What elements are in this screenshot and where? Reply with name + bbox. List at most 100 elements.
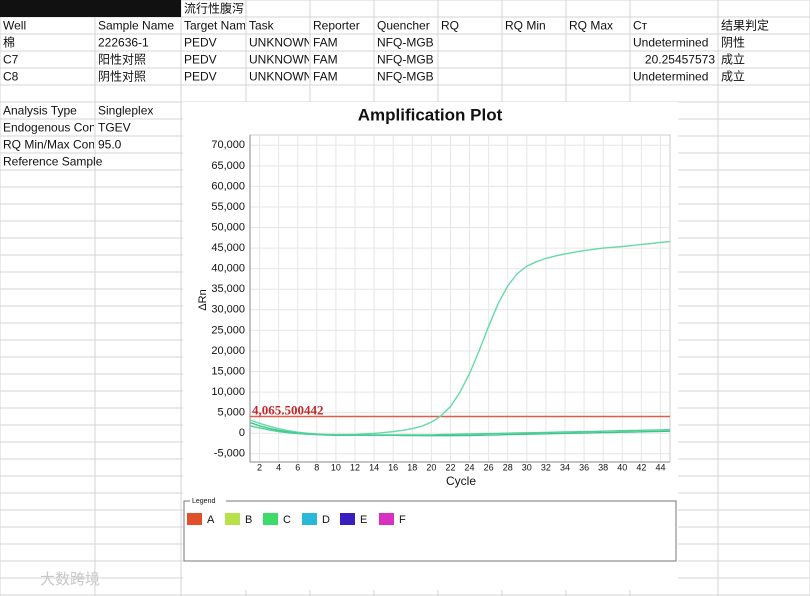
y-tick-label: 40,000 (211, 263, 245, 275)
y-tick-label: 0 (239, 427, 245, 439)
y-tick-label: 20,000 (211, 345, 245, 357)
legend-label: C (283, 514, 291, 526)
watermark: 大数跨境 (40, 570, 100, 588)
plot-frame (249, 134, 671, 463)
series-line (249, 425, 671, 436)
y-tick-label: 50,000 (211, 221, 245, 233)
cell: Cт (633, 19, 648, 33)
cell: 95.0 (98, 138, 122, 152)
cell: UNKNOWN (249, 36, 312, 50)
cell: Sample Name (98, 19, 174, 33)
chart-title: Amplification Plot (358, 105, 503, 124)
legend-title: Legend (192, 498, 215, 505)
legend-swatch (302, 513, 317, 525)
x-tick-label: 18 (407, 462, 417, 472)
x-tick-label: 34 (560, 462, 570, 472)
y-tick-label: 65,000 (211, 160, 245, 172)
cell: Well (3, 19, 26, 33)
cell: 阴性对照 (98, 70, 146, 84)
legend-label: B (245, 514, 252, 526)
cell: Target Name (184, 19, 253, 33)
cell: 成立 (721, 69, 745, 84)
x-tick-label: 24 (465, 462, 475, 472)
cell: 流行性腹泻 (184, 2, 244, 16)
x-tick-label: 12 (350, 462, 360, 472)
cell: 成立 (721, 52, 745, 67)
legend-swatch (263, 513, 278, 525)
x-tick-label: 40 (617, 462, 627, 472)
cell: C8 (3, 70, 19, 84)
y-tick-label: 15,000 (211, 365, 245, 377)
legend-box (183, 500, 677, 562)
legend-title-bg (190, 495, 226, 505)
y-tick-label: 30,000 (211, 304, 245, 316)
cell: PEDV (184, 36, 217, 50)
cell: RQ Max (569, 19, 613, 33)
legend-label: E (360, 514, 367, 526)
cell: Undetermined (633, 70, 708, 84)
legend-label: A (207, 514, 215, 526)
x-tick-label: 10 (331, 462, 341, 472)
y-tick-label: 45,000 (211, 242, 245, 254)
cell: TGEV (98, 121, 131, 135)
cell: Endogenous Control (3, 121, 112, 135)
legend-label: D (322, 514, 330, 526)
legend-swatch (187, 513, 202, 525)
y-tick-label: 70,000 (211, 139, 245, 151)
cell: UNKNOWN (249, 70, 312, 84)
x-tick-label: 36 (579, 462, 589, 472)
x-tick-label: 16 (388, 462, 398, 472)
x-tick-label: 38 (598, 462, 608, 472)
threshold-label: 4,065.500442 (252, 402, 324, 417)
cell: 222636-1 (98, 36, 149, 50)
x-tick-label: 14 (369, 462, 379, 472)
y-tick-label: 35,000 (211, 283, 245, 295)
header-fill (0, 0, 181, 17)
cell: PEDV (184, 53, 217, 67)
legend-swatch (340, 513, 355, 525)
legend-swatch (225, 513, 240, 525)
cell: FAM (313, 36, 338, 50)
x-tick-label: 6 (295, 462, 300, 472)
cell: Reference Sample (3, 155, 103, 169)
cell: Analysis Type (3, 104, 77, 118)
cell: FAM (313, 70, 338, 84)
cell: 阴性 (721, 36, 745, 50)
cell: RQ Min (505, 19, 546, 33)
cell: NFQ-MGB (377, 70, 434, 84)
cell: NFQ-MGB (377, 53, 434, 67)
cell: RQ (441, 19, 459, 33)
x-tick-label: 32 (541, 462, 551, 472)
x-tick-label: 20 (426, 462, 436, 472)
cell: Quencher (377, 19, 430, 33)
y-tick-label: -5,000 (214, 448, 245, 460)
cell: 结果判定 (721, 18, 769, 33)
cell: Reporter (313, 19, 360, 33)
cell: 20.25457573 (645, 53, 715, 67)
x-tick-label: 22 (445, 462, 455, 472)
cell: 阳性对照 (98, 53, 146, 67)
y-tick-label: 55,000 (211, 201, 245, 213)
cell: Task (249, 19, 275, 33)
x-tick-label: 4 (276, 462, 281, 472)
y-tick-label: 10,000 (211, 386, 245, 398)
y-axis-label: ΔRn (197, 289, 209, 310)
x-tick-label: 44 (655, 462, 665, 472)
cell: RQ Min/Max Confidence (3, 138, 134, 152)
cell: Undetermined (633, 36, 708, 50)
legend-swatch (379, 513, 394, 525)
cell: C7 (3, 53, 19, 67)
x-tick-label: 8 (314, 462, 319, 472)
legend-label: F (399, 514, 406, 526)
cell: Singleplex (98, 104, 153, 118)
x-tick-label: 28 (503, 462, 513, 472)
x-tick-label: 42 (636, 462, 646, 472)
x-tick-label: 30 (522, 462, 532, 472)
x-axis-label: Cycle (446, 474, 476, 488)
x-tick-label: 26 (484, 462, 494, 472)
cell: NFQ-MGB (377, 36, 434, 50)
y-tick-label: 60,000 (211, 180, 245, 192)
cell: PEDV (184, 70, 217, 84)
